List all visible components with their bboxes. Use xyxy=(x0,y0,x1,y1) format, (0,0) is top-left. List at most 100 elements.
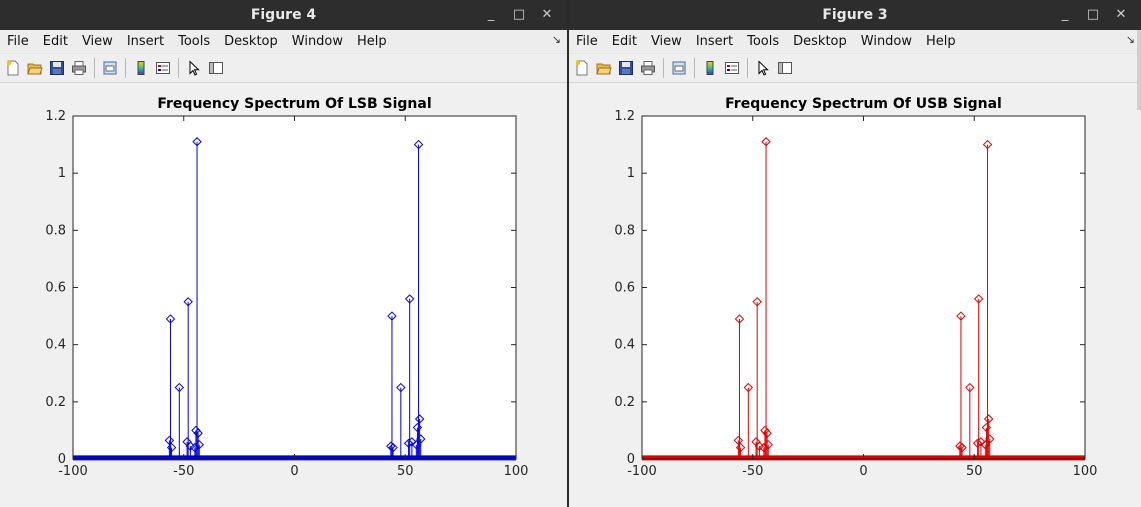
pointer-icon[interactable] xyxy=(754,59,772,77)
minimize-icon[interactable]: _ xyxy=(487,7,495,22)
open-file-icon[interactable] xyxy=(595,59,613,77)
stem-marker xyxy=(166,442,177,453)
save-icon[interactable] xyxy=(617,59,635,77)
chart-title: Frequency Spectrum Of USB Signal xyxy=(725,96,1002,112)
y-tick-label: 1 xyxy=(58,166,66,181)
stem-chart: Frequency Spectrum Of LSB Signal -100 -50 0… xyxy=(45,96,529,479)
menu-insert[interactable]: Insert xyxy=(126,34,165,49)
x-tick-label: 100 xyxy=(504,464,529,479)
x-tick-label: -100 xyxy=(58,464,88,479)
stem-marker xyxy=(980,440,991,450)
minimize-icon[interactable]: _ xyxy=(1061,7,1069,22)
colorbar-icon[interactable] xyxy=(132,59,150,77)
toolbar-separator xyxy=(125,58,126,78)
menu-file[interactable]: File xyxy=(7,34,29,49)
stem-marker xyxy=(957,442,967,453)
toolbar-separator xyxy=(178,58,179,78)
menu-bar: File Edit View Insert Tools Desktop Wind… xyxy=(569,30,1141,54)
stem-marker xyxy=(388,442,398,453)
legend-icon[interactable] xyxy=(723,59,741,77)
x-tick-label: -50 xyxy=(173,464,194,479)
stem-marker xyxy=(404,294,415,304)
stem-marker xyxy=(733,435,744,446)
y-tick-label: 0 xyxy=(627,452,635,467)
chart-title: Frequency Spectrum Of LSB Signal xyxy=(157,96,431,112)
stem-marker xyxy=(413,139,424,150)
stem-marker xyxy=(763,440,773,450)
colorbar-icon[interactable] xyxy=(701,59,719,77)
stem-marker xyxy=(190,442,200,453)
menu-insert[interactable]: Insert xyxy=(695,34,734,49)
menu-edit[interactable]: Edit xyxy=(42,34,68,49)
stem-marker xyxy=(396,382,406,393)
y-tick-label: 1.2 xyxy=(614,109,635,124)
close-icon[interactable]: ✕ xyxy=(541,7,553,22)
y-tick-label: 1 xyxy=(627,166,635,181)
stem-marker xyxy=(956,311,966,321)
x-tick-label: -100 xyxy=(627,464,657,479)
save-icon[interactable] xyxy=(48,59,66,77)
y-tick-label: 0.2 xyxy=(45,395,66,410)
stem-marker xyxy=(985,434,995,444)
figure-window: Figure 4 _ □ ✕ File Edit View Insert Too… xyxy=(0,0,567,507)
menu-desktop[interactable]: Desktop xyxy=(793,34,847,49)
stem-marker xyxy=(414,414,425,424)
menu-tools[interactable]: Tools xyxy=(747,34,780,49)
y-tick-label: 0.4 xyxy=(45,338,66,353)
menu-tools[interactable]: Tools xyxy=(178,34,211,49)
menu-view[interactable]: View xyxy=(81,34,113,49)
plot-background xyxy=(642,116,1085,459)
print-icon[interactable] xyxy=(70,59,88,77)
stem-marker xyxy=(403,438,414,448)
menu-help[interactable]: Help xyxy=(926,34,956,49)
maximize-icon[interactable]: □ xyxy=(512,7,526,22)
stem-marker xyxy=(982,139,993,150)
stem-marker xyxy=(164,435,175,446)
window-title: Figure 4 xyxy=(250,7,317,23)
stem-marker xyxy=(407,437,417,447)
print-icon[interactable] xyxy=(639,59,657,77)
dock-icon[interactable]: ↘ xyxy=(1125,33,1135,46)
menu-edit[interactable]: Edit xyxy=(611,34,637,49)
toolbar xyxy=(0,54,567,83)
maximize-icon[interactable]: □ xyxy=(1086,7,1100,22)
new-figure-icon[interactable] xyxy=(4,59,22,77)
y-tick-label: 0.6 xyxy=(45,281,66,296)
open-file-icon[interactable] xyxy=(26,59,44,77)
toolbar-separator xyxy=(747,58,748,78)
plot-area: Frequency Spectrum Of LSB Signal -100 -50 0… xyxy=(0,83,567,507)
x-tick-label: 50 xyxy=(397,464,414,479)
stem-marker xyxy=(735,442,746,453)
print-preview-icon[interactable] xyxy=(101,59,119,77)
menu-view[interactable]: View xyxy=(650,34,682,49)
y-tick-label: 1.2 xyxy=(45,109,66,124)
title-bar[interactable]: Figure 3 _ □ ✕ xyxy=(569,0,1141,30)
stem-marker xyxy=(762,428,772,438)
menu-bar: File Edit View Insert Tools Desktop Wind… xyxy=(0,30,567,54)
stem-marker xyxy=(965,382,975,393)
stem-marker xyxy=(174,382,185,393)
stem-marker xyxy=(759,442,769,453)
y-tick-label: 0 xyxy=(58,452,66,467)
title-bar[interactable]: Figure 4 _ □ ✕ xyxy=(0,0,567,30)
plot-tools-icon[interactable] xyxy=(776,59,794,77)
pointer-icon[interactable] xyxy=(185,59,203,77)
menu-window[interactable]: Window xyxy=(860,34,913,49)
y-tick-label: 0.4 xyxy=(614,338,635,353)
scrollbar[interactable] xyxy=(1137,30,1141,110)
menu-window[interactable]: Window xyxy=(291,34,344,49)
menu-desktop[interactable]: Desktop xyxy=(224,34,278,49)
stem-marker xyxy=(416,434,426,444)
legend-icon[interactable] xyxy=(154,59,172,77)
menu-file[interactable]: File xyxy=(576,34,598,49)
print-preview-icon[interactable] xyxy=(670,59,688,77)
dock-icon[interactable]: ↘ xyxy=(551,33,561,46)
menu-help[interactable]: Help xyxy=(357,34,387,49)
toolbar-separator xyxy=(94,58,95,78)
close-icon[interactable]: ✕ xyxy=(1115,7,1127,22)
toolbar-separator xyxy=(694,58,695,78)
window-title: Figure 3 xyxy=(822,7,888,23)
stem-marker xyxy=(973,294,984,304)
plot-tools-icon[interactable] xyxy=(207,59,225,77)
new-figure-icon[interactable] xyxy=(573,59,591,77)
